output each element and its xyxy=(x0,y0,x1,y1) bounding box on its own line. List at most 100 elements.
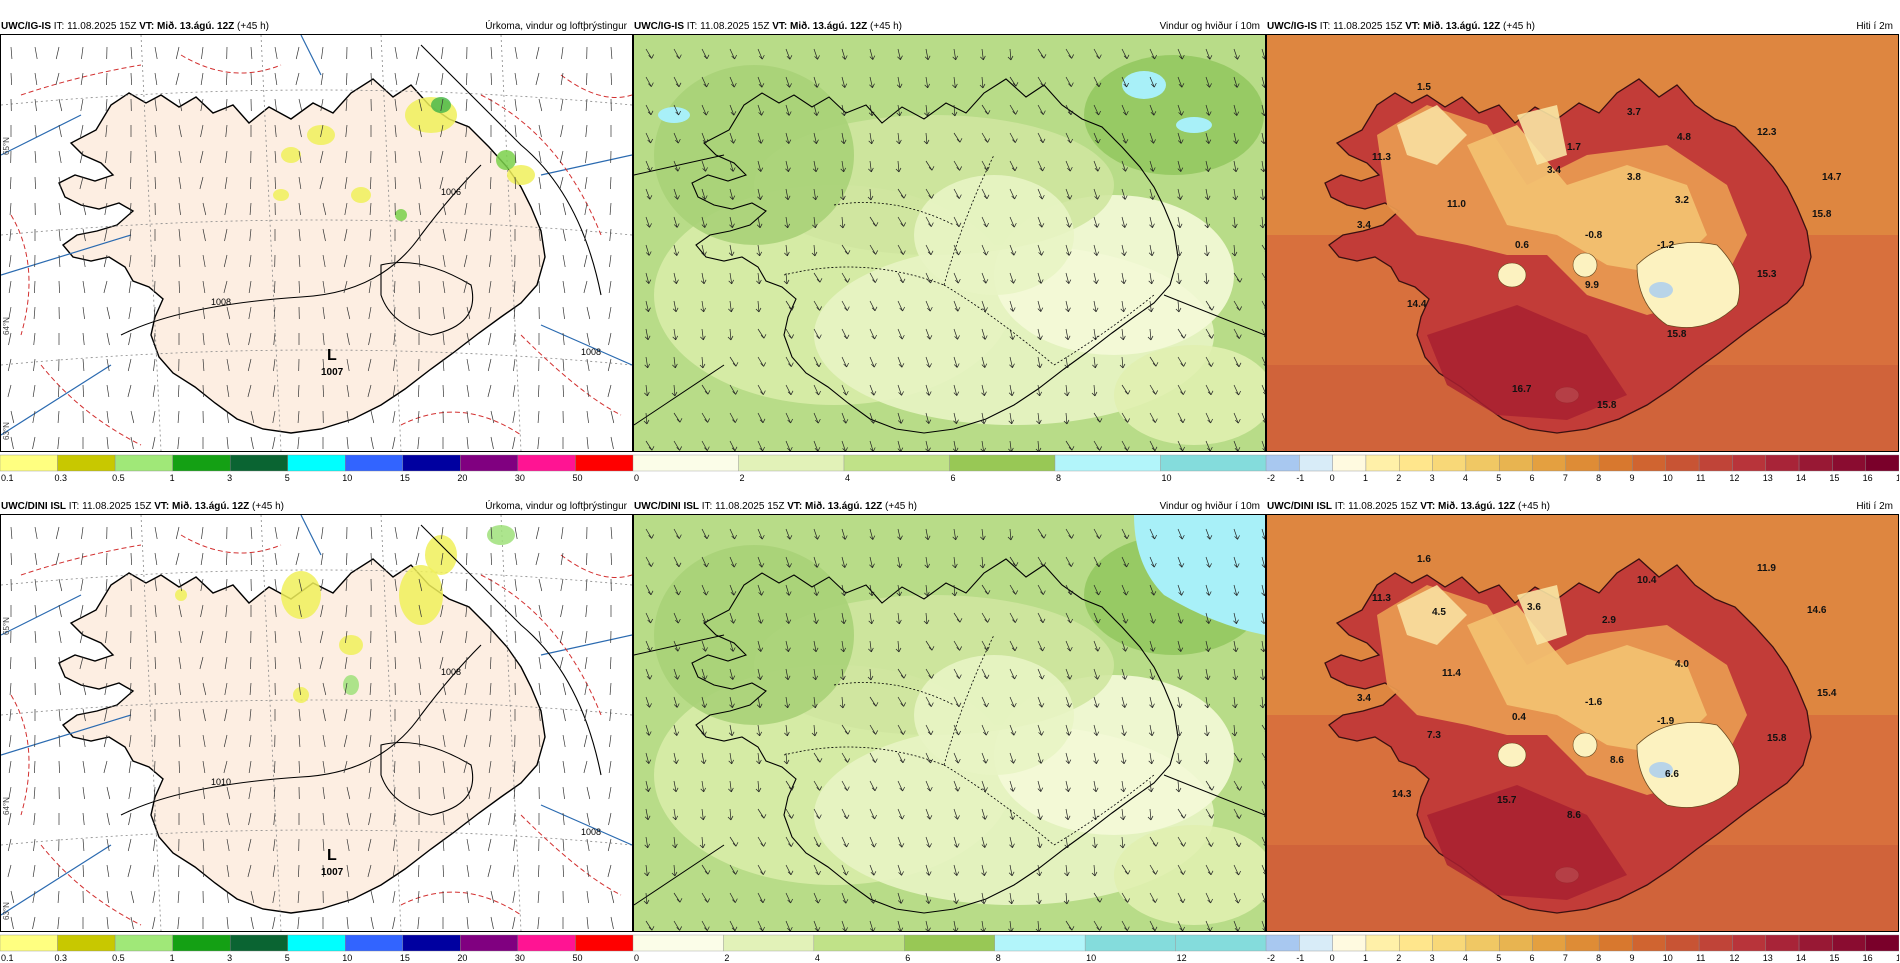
station-temperature-value: 7.3 xyxy=(1427,730,1441,741)
station-temperature-value: 0.4 xyxy=(1512,712,1526,723)
station-temperature-value: -1.9 xyxy=(1657,716,1675,727)
vt-value: Mið. 13.ágú. 12Z xyxy=(1423,21,1500,32)
lead-time: (+45 h) xyxy=(885,501,917,512)
station-temperature-value: 3.4 xyxy=(1547,165,1561,176)
colorbar-tick-label: 0.3 xyxy=(55,473,68,483)
colorbar-tick-label: 6 xyxy=(905,953,910,963)
colorbar-tick-label: 7 xyxy=(1563,953,1568,963)
colorbar-tick-label: 14 xyxy=(1796,473,1806,483)
isobar-label: 1008 xyxy=(211,297,231,307)
colorbar-swatch xyxy=(1399,455,1432,471)
station-temperature-value: 3.4 xyxy=(1357,693,1371,704)
colorbar-swatch xyxy=(1766,455,1799,471)
colorbar-swatch xyxy=(115,455,173,471)
colorbar-tick-label: 8 xyxy=(996,953,1001,963)
colorbar-swatch xyxy=(1533,455,1566,471)
gust-area xyxy=(1176,117,1212,133)
station-temperature-value: 4.5 xyxy=(1432,607,1446,618)
colorbar-tick-label: 0 xyxy=(1330,473,1335,483)
panel-header: UWC/IG-IS IT: 11.08.2025 15Z VT: Mið. 13… xyxy=(0,20,633,34)
colorbar-swatch xyxy=(1466,935,1499,951)
latitude-label: 63°N xyxy=(2,902,11,920)
model-name: UWC/IG-IS xyxy=(1,21,51,32)
model-name: UWC/DINI ISL xyxy=(1267,501,1332,512)
colorbar-tick-label: 5 xyxy=(285,473,290,483)
colorbar-swatch xyxy=(1466,455,1499,471)
lead-time: (+45 h) xyxy=(252,501,284,512)
colorbar-tick-label: 4 xyxy=(1463,473,1468,483)
colorbar-swatch xyxy=(1766,935,1799,951)
it-label: IT: xyxy=(69,501,80,512)
station-temperature-value: 9.9 xyxy=(1585,280,1599,291)
station-temperature-value: 11.0 xyxy=(1447,199,1466,210)
colorbar-swatch xyxy=(1699,455,1732,471)
vt-label: VT: xyxy=(787,501,802,512)
it-label: IT: xyxy=(1320,21,1331,32)
low-pressure-value: 1007 xyxy=(321,367,344,378)
colorbar-swatch xyxy=(575,935,633,951)
model-name: UWC/IG-IS xyxy=(634,21,684,32)
colorbar-tick-label: 9 xyxy=(1629,953,1634,963)
station-temperature-value: 3.6 xyxy=(1527,602,1541,613)
colorbar-swatch xyxy=(1085,935,1175,951)
colorbar-swatch xyxy=(1299,455,1332,471)
station-temperature-value: 11.4 xyxy=(1442,668,1461,679)
colorbar-swatch xyxy=(1866,455,1899,471)
station-temperature-value: 4.8 xyxy=(1677,132,1691,143)
panel-temp-igis: UWC/IG-IS IT: 11.08.2025 15Z VT: Mið. 13… xyxy=(1266,20,1899,465)
station-temperature-value: 8.6 xyxy=(1567,810,1581,821)
gust-area xyxy=(658,107,690,123)
panel-header: UWC/DINI ISL IT: 11.08.2025 15Z VT: Mið.… xyxy=(633,500,1266,514)
station-temperature-value: 6.6 xyxy=(1665,769,1679,780)
latitude-label: 64°N xyxy=(2,797,11,815)
colorbar-tick-label: 17 xyxy=(1896,473,1899,483)
panel-wind-igis: UWC/IG-IS IT: 11.08.2025 15Z VT: Mið. 13… xyxy=(633,20,1266,465)
colorbar-swatch xyxy=(1666,455,1699,471)
panel-precip-dini: UWC/DINI ISL IT: 11.08.2025 15Z VT: Mið.… xyxy=(0,500,633,945)
low-pressure-letter: L xyxy=(327,847,337,864)
colorbar-tick-label: -1 xyxy=(1296,953,1304,963)
colorbar-tick-label: 0.3 xyxy=(55,953,68,963)
map-area xyxy=(633,34,1266,452)
lead-time: (+45 h) xyxy=(1503,21,1535,32)
colorbar-tick-label: 4 xyxy=(1463,953,1468,963)
colorbar-swatch xyxy=(1366,455,1399,471)
colorbar-swatch xyxy=(1832,455,1865,471)
colorbar-swatch xyxy=(1832,935,1865,951)
colorbar-swatch xyxy=(345,455,403,471)
colorbar-swatch xyxy=(995,935,1085,951)
station-temperature-value: 14.6 xyxy=(1807,605,1827,616)
colorbar-swatch xyxy=(1732,935,1765,951)
station-temperature-value: 15.8 xyxy=(1812,209,1832,220)
colorbar-swatch xyxy=(1266,935,1299,951)
colorbar-tick-label: 20 xyxy=(457,953,467,963)
colorbar-swatch xyxy=(814,935,904,951)
colorbar-swatch xyxy=(0,455,58,471)
colorbar-tick-label: 16 xyxy=(1863,953,1873,963)
vt-value: Mið. 13.ágú. 12Z xyxy=(157,21,234,32)
colorbar-swatch xyxy=(1266,455,1299,471)
station-temperature-value: 11.3 xyxy=(1372,593,1391,604)
colorbar-tick-label: 16 xyxy=(1863,473,1873,483)
station-temperature-value: 3.4 xyxy=(1357,220,1371,231)
colorbar-tick-label: 13 xyxy=(1763,473,1773,483)
colorbar-tick-label: 10 xyxy=(1663,473,1673,483)
latitude-label: 65°N xyxy=(2,137,11,155)
panel-title: Vindur og hviður í 10m xyxy=(1160,500,1260,514)
colorbar-swatch xyxy=(58,455,116,471)
colorbar-tick-label: 2 xyxy=(740,473,745,483)
colorbar-tick-label: 15 xyxy=(400,473,410,483)
colorbar-tick-label: 11 xyxy=(1696,953,1705,963)
it-value: 11.08.2025 15Z xyxy=(700,21,769,32)
colorbar-tick-label: 1 xyxy=(170,953,175,963)
colorbar-swatch xyxy=(1599,935,1632,951)
it-label: IT: xyxy=(702,501,713,512)
colorbar-tick-label: 6 xyxy=(1530,953,1535,963)
colorbar-swatch xyxy=(1632,455,1665,471)
colorbar-tick-label: 8 xyxy=(1596,473,1601,483)
colorbar-swatch xyxy=(1499,935,1532,951)
panel-header: UWC/IG-IS IT: 11.08.2025 15Z VT: Mið. 13… xyxy=(633,20,1266,34)
